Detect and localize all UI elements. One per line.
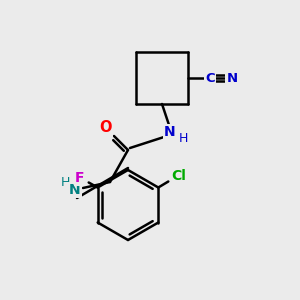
Text: O: O (100, 121, 112, 136)
Text: C: C (205, 71, 215, 85)
Text: H: H (178, 131, 188, 145)
Text: Cl: Cl (171, 169, 186, 182)
Text: N: N (164, 125, 176, 139)
Text: N: N (226, 71, 238, 85)
Text: H: H (60, 176, 70, 188)
Text: F: F (75, 170, 84, 184)
Text: N: N (69, 183, 81, 197)
